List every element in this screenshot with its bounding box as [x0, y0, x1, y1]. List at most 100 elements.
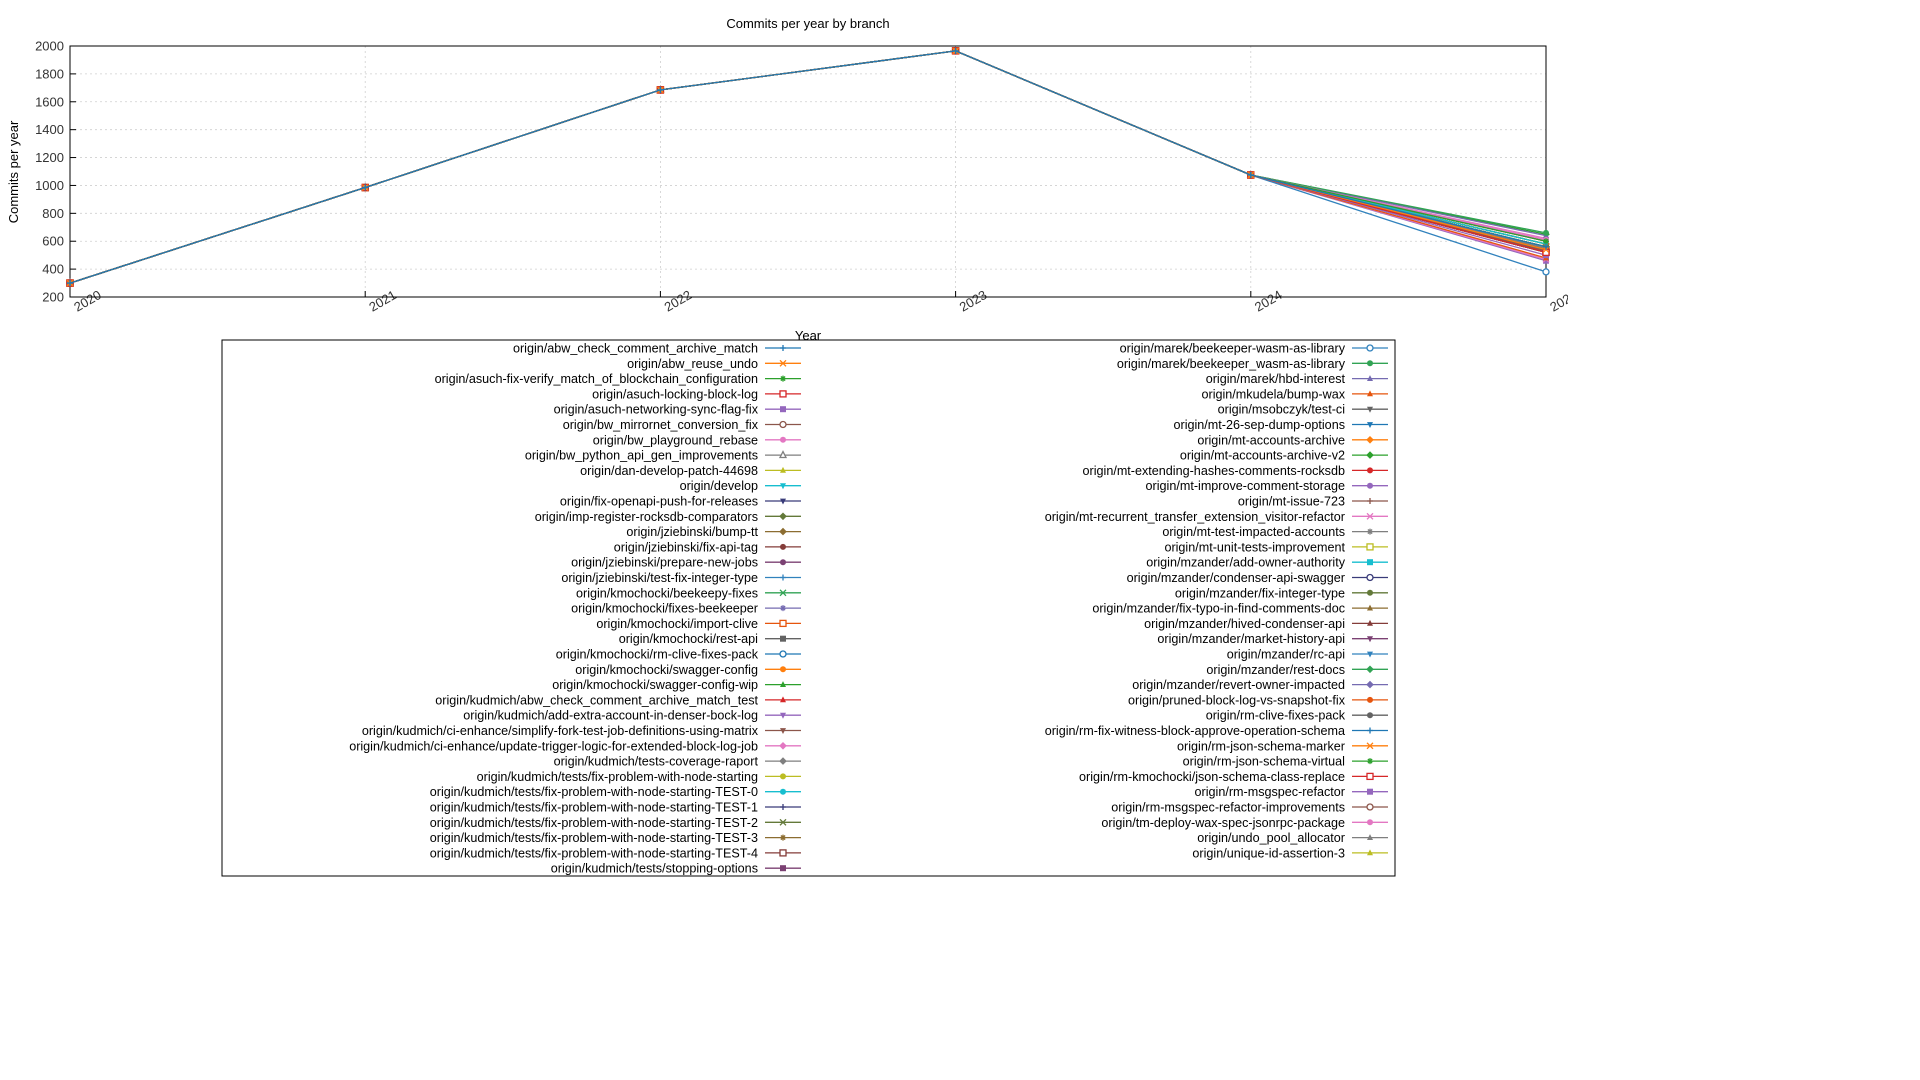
series-line [66, 47, 1550, 287]
marker [952, 47, 959, 54]
legend-label: origin/asuch-locking-block-log [592, 387, 758, 401]
marker [1367, 758, 1373, 765]
y-tick-label: 800 [42, 206, 64, 221]
legend-item: origin/mzander/rest-docs [1206, 663, 1388, 677]
marker [1367, 636, 1373, 643]
series-path [69, 50, 1547, 284]
legend-item: origin/kudmich/ci-enhance/simplify-fork-… [362, 724, 801, 738]
legend-label: origin/jziebinski/fix-api-tag [614, 540, 758, 554]
series-line [65, 45, 1551, 287]
legend-label: origin/mkudela/bump-wax [1202, 387, 1346, 401]
y-tick-label: 1800 [35, 66, 64, 81]
legend-item: origin/mzander/rc-api [1227, 648, 1388, 662]
marker [1366, 543, 1374, 551]
series-line [67, 47, 1549, 287]
series-line [67, 48, 1549, 287]
legend-label: origin/asuch-fix-verify_match_of_blockch… [435, 372, 758, 386]
marker [1366, 451, 1374, 459]
series-path [69, 50, 1547, 284]
series-line [66, 47, 1550, 287]
legend-label: origin/mzander/fix-typo-in-find-comments… [1092, 602, 1345, 616]
marker [780, 696, 786, 703]
x-tick-label: 2025 [1547, 287, 1568, 314]
legend-item: origin/jziebinski/test-fix-integer-type [561, 571, 801, 585]
legend-item: origin/rm-json-schema-virtual [1183, 755, 1388, 769]
legend-item: origin/mt-issue-723 [1238, 495, 1388, 509]
marker [779, 589, 787, 597]
series-path [69, 50, 1547, 284]
series-path [69, 50, 1547, 284]
legend-label: origin/rm-json-schema-marker [1177, 739, 1345, 753]
series-line [66, 47, 1550, 287]
legend-label: origin/abw_check_comment_archive_match [513, 342, 758, 356]
legend-label: origin/rm-kmochocki/json-schema-class-re… [1079, 770, 1345, 784]
series-path [69, 50, 1547, 284]
series-line [67, 47, 1549, 286]
marker [780, 865, 786, 872]
y-tick-label: 200 [42, 290, 64, 305]
series-line [66, 47, 1550, 287]
marker [780, 605, 786, 612]
marker [657, 86, 664, 93]
legend-label: origin/rm-msgspec-refactor [1195, 785, 1345, 799]
y-tick-label: 1000 [35, 178, 64, 193]
legend-label: origin/bw_playground_rebase [593, 433, 758, 447]
legend-item: origin/mt-extending-hashes-comments-rock… [1083, 464, 1388, 478]
marker [780, 834, 786, 841]
legend-item: origin/imp-register-rocksdb-comparators [535, 510, 801, 524]
series-path [69, 50, 1547, 284]
marker [780, 728, 786, 734]
legend-label: origin/marek/beekeeper-wasm-as-library [1120, 342, 1346, 356]
legend-label: origin/dan-develop-patch-44698 [580, 464, 758, 478]
legend-label: origin/rm-fix-witness-block-approve-oper… [1045, 724, 1345, 738]
series-line [67, 47, 1549, 287]
series-line [67, 47, 1549, 286]
series-line [67, 47, 1549, 287]
legend-item: origin/mzander/hived-condenser-api [1144, 617, 1388, 631]
series-path [69, 50, 1547, 284]
series-line [66, 47, 1550, 287]
legend-item: origin/kudmich/add-extra-account-in-dens… [463, 709, 801, 723]
series-path [69, 50, 1547, 284]
legend-item: origin/bw_mirrornet_conversion_fix [563, 418, 801, 432]
legend-label: origin/mzander/fix-integer-type [1175, 586, 1345, 600]
series-line [67, 47, 1549, 287]
legend-label: origin/kudmich/tests/fix-problem-with-no… [430, 785, 758, 799]
marker [779, 757, 787, 765]
legend-item: origin/kudmich/tests/fix-problem-with-no… [430, 831, 801, 845]
legend-label: origin/kmochocki/swagger-config-wip [552, 678, 758, 692]
series-line [67, 47, 1549, 287]
marker [780, 574, 786, 581]
marker [779, 390, 787, 398]
legend-item: origin/kudmich/abw_check_comment_archive… [435, 693, 801, 707]
legend-item: origin/mzander/fix-integer-type [1175, 586, 1388, 600]
series-line [66, 47, 1550, 287]
legend-item: origin/abw_check_comment_archive_match [513, 342, 801, 356]
legend-label: origin/kmochocki/import-clive [596, 617, 758, 631]
series-path [69, 50, 1547, 284]
marker [1543, 229, 1549, 236]
series-line [67, 47, 1549, 287]
marker [779, 420, 787, 429]
legend-item: origin/mkudela/bump-wax [1202, 387, 1388, 401]
series-path [69, 50, 1547, 284]
legend-label: origin/kudmich/tests/fix-problem-with-no… [477, 770, 758, 784]
marker [779, 818, 787, 826]
series-path [69, 50, 1547, 284]
series-path [69, 50, 1547, 284]
series-line [66, 47, 1550, 287]
legend-label: origin/develop [680, 479, 758, 493]
legend-label: origin/kudmich/tests/stopping-options [551, 862, 758, 876]
legend-item: origin/undo_pool_allocator [1197, 831, 1388, 845]
legend-item: origin/kudmich/tests/fix-problem-with-no… [430, 846, 801, 860]
legend-item: origin/kudmich/tests/fix-problem-with-no… [430, 816, 801, 830]
marker [1367, 849, 1373, 856]
marker [1367, 482, 1373, 489]
marker [1366, 573, 1374, 582]
series-path [69, 50, 1547, 284]
legend-item: origin/abw_reuse_undo [627, 357, 801, 371]
legend-item: origin/fix-openapi-push-for-releases [560, 495, 801, 509]
legend-item: origin/mt-accounts-archive [1197, 433, 1388, 447]
marker [778, 450, 788, 459]
series-line [66, 47, 1550, 287]
